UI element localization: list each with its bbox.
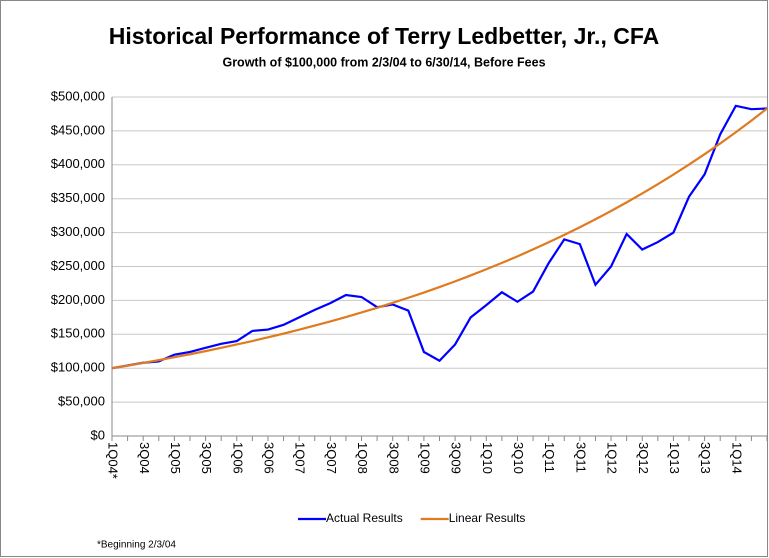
chart-title: Historical Performance of Terry Ledbette… (109, 23, 659, 49)
y-tick-label: $400,000 (51, 156, 105, 171)
x-tick-label: 1Q11 (542, 442, 557, 473)
x-tick-label: 1Q10 (480, 442, 495, 474)
legend-label: Linear Results (449, 511, 526, 525)
footnote: *Beginning 2/3/04 (97, 540, 176, 551)
x-tick-label: 3Q07 (324, 442, 339, 474)
x-tick-label: 3Q11 (573, 442, 588, 473)
x-tick-label: 3Q09 (449, 442, 464, 474)
y-tick-label: $450,000 (51, 122, 105, 137)
x-tick-label: 1Q07 (293, 442, 308, 474)
x-tick-label: 1Q06 (230, 442, 245, 474)
x-tick-label: 3Q05 (199, 442, 214, 474)
x-tick-label: 3Q12 (636, 442, 651, 474)
y-tick-label: $50,000 (58, 394, 105, 409)
y-tick-label: $200,000 (51, 292, 105, 307)
x-tick-label: 1Q14 (729, 442, 744, 474)
y-tick-label: $300,000 (51, 224, 105, 239)
x-tick-label: 1Q08 (355, 442, 370, 474)
x-tick-label: 3Q10 (511, 442, 526, 474)
x-tick-label: 3Q04 (137, 442, 152, 474)
y-tick-label: $350,000 (51, 190, 105, 205)
x-tick-label: 3Q08 (386, 442, 401, 474)
x-tick-label: 1Q13 (667, 442, 682, 474)
x-tick-label: 3Q06 (262, 442, 277, 474)
x-tick-label: 1Q09 (417, 442, 432, 474)
y-tick-label: $0 (91, 427, 105, 442)
legend-label: Actual Results (326, 511, 403, 525)
y-tick-label: $100,000 (51, 360, 105, 375)
y-tick-label: $500,000 (51, 88, 105, 103)
chart-subtitle: Growth of $100,000 from 2/3/04 to 6/30/1… (222, 55, 545, 69)
y-tick-label: $250,000 (51, 258, 105, 273)
series-line (111, 104, 768, 370)
series-line (111, 107, 768, 370)
x-tick-label: 1Q05 (168, 442, 183, 474)
x-tick-label: 1Q12 (605, 442, 620, 474)
x-tick-label: 3Q13 (698, 442, 713, 474)
y-tick-label: $150,000 (51, 326, 105, 341)
x-tick-label: 1Q04* (106, 442, 121, 479)
